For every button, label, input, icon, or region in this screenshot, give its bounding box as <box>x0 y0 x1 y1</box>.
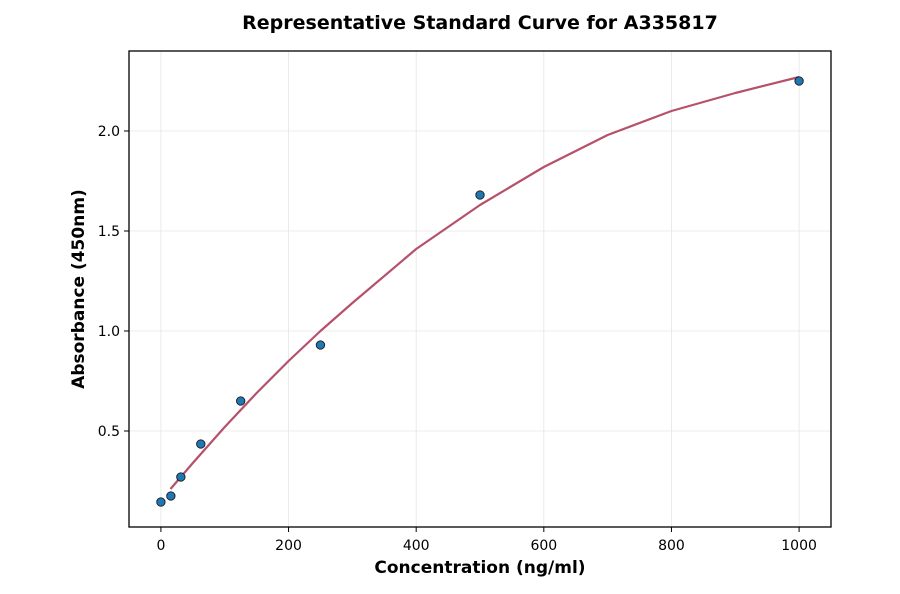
fit-curve-layer <box>169 75 800 490</box>
y-tick-label: 0.5 <box>98 424 120 440</box>
y-tick-label: 1.5 <box>98 224 120 240</box>
x-tick-label: 200 <box>275 538 302 554</box>
x-tick-label: 800 <box>658 538 685 554</box>
data-point <box>156 497 166 507</box>
fit-curve-line <box>169 75 800 490</box>
x-tick-label: 0 <box>156 538 165 554</box>
data-points-layer <box>156 76 804 507</box>
data-point <box>794 76 804 86</box>
data-point <box>196 439 206 449</box>
x-tick-label: 1000 <box>781 538 817 554</box>
y-axis-label: Absorbance (450nm) <box>69 189 89 389</box>
y-tick-label: 2.0 <box>98 124 120 140</box>
plot-frame <box>128 50 832 528</box>
data-point <box>236 396 246 406</box>
data-point <box>166 491 176 501</box>
data-point <box>176 472 186 482</box>
x-tick-label: 600 <box>530 538 557 554</box>
grid-lines <box>129 51 831 527</box>
y-tick-label: 1.0 <box>98 324 120 340</box>
x-axis-ticks: 0 200 400 600 800 1000 <box>156 527 817 554</box>
x-axis-label: Concentration (ng/ml) <box>374 558 585 578</box>
data-point <box>475 190 485 200</box>
y-axis-ticks: 0.5 1.0 1.5 2.0 <box>98 124 129 440</box>
data-point <box>315 340 326 350</box>
x-tick-label: 400 <box>403 538 430 554</box>
chart-title: Representative Standard Curve for A33581… <box>242 12 718 34</box>
